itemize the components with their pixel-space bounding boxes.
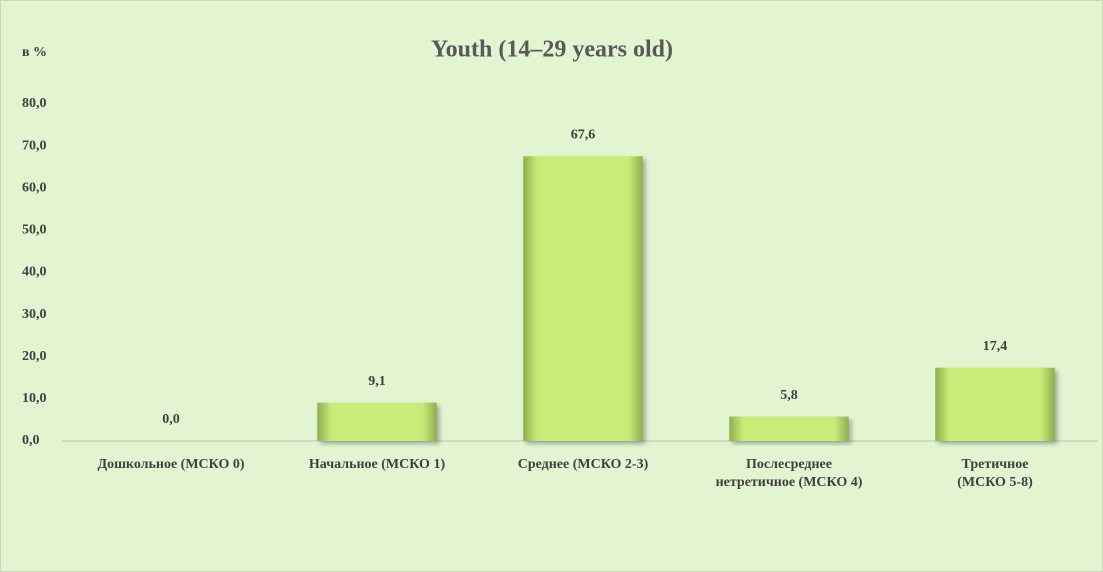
y-tick-label: 40,0 [22,265,47,280]
bar [523,156,643,442]
y-axis-label: в % [22,45,47,60]
y-tick-label: 30,0 [22,307,47,322]
y-tick-label: 10,0 [22,391,47,406]
x-tick-label: Дошкольное (МСКО 0) [97,457,244,472]
data-label: 5,8 [780,388,798,403]
y-tick-label: 20,0 [22,349,47,364]
y-tick-label: 0,0 [22,433,40,448]
data-label: 67,6 [571,127,596,142]
x-tick-label: Среднее (МСКО 2-3) [518,457,649,472]
data-label: 9,1 [368,374,386,389]
data-label: 0,0 [162,412,180,427]
data-label: 17,4 [983,339,1008,354]
bar [317,402,437,441]
x-tick-label: Послесреднее нетретичное (МСКО 4) [716,457,863,490]
x-tick-label: Начальное (МСКО 1) [309,457,446,472]
y-tick-label: 70,0 [22,138,47,153]
bar [729,416,849,441]
chart-title: Youth (14–29 years old) [431,37,673,63]
bar [935,367,1055,441]
x-tick-label: Третичное (МСКО 5-8) [957,457,1033,490]
y-tick-label: 50,0 [22,223,47,238]
y-tick-label: 60,0 [22,180,47,195]
y-tick-label: 80,0 [22,96,47,111]
